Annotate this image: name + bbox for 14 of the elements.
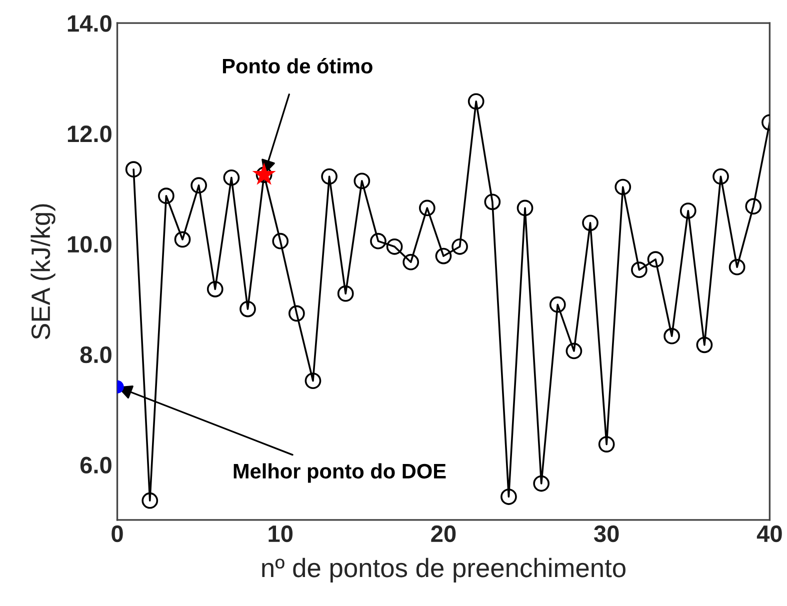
y-axis-title: SEA (kJ/kg) [30, 204, 56, 340]
y-tick-label: 14.0 [68, 15, 112, 32]
y-tick-label: 10.0 [68, 236, 112, 253]
x-tick-label: 0 [112, 525, 123, 542]
y-tick-label: 6.0 [80, 456, 112, 474]
y-tick-label: 12.0 [68, 126, 112, 142]
annotation: Melhor ponto do DOE [234, 463, 446, 483]
annotation: Ponto de ótimo [222, 58, 372, 74]
x-tick-label: 30 [594, 525, 619, 542]
x-tick-label: 10 [268, 525, 293, 542]
x-axis-title: nº de pontos de preenchimento [262, 558, 626, 583]
y-tick-label: 8.0 [80, 346, 112, 364]
x-tick-label: 40 [756, 525, 782, 542]
x-tick-label: 20 [431, 525, 456, 542]
